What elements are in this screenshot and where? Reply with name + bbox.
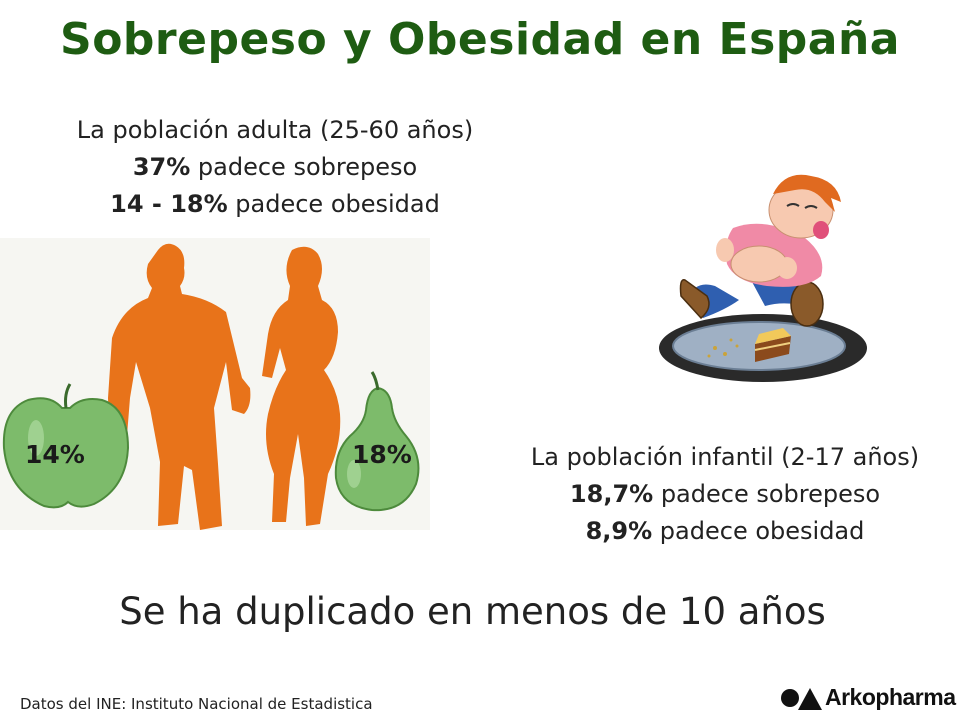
pear-shape bbox=[334, 371, 420, 512]
arkopharma-icon bbox=[781, 688, 822, 710]
adult-overweight-value: 37% bbox=[132, 153, 191, 181]
child-hand-left bbox=[716, 238, 734, 262]
apple-percent-label: 14% bbox=[25, 440, 85, 469]
child-overweight-value: 18,7% bbox=[569, 480, 654, 508]
adult-overweight: 37% padece sobrepeso bbox=[40, 149, 510, 186]
pear-percent-label: 18% bbox=[352, 440, 412, 469]
apple-shape bbox=[2, 383, 130, 509]
adult-overweight-text: padece sobrepeso bbox=[190, 153, 418, 181]
child-stats: La población infantil (2-17 años) 18,7% … bbox=[495, 439, 955, 550]
child-heading: La población infantil (2-17 años) bbox=[530, 443, 920, 471]
child-overweight-text: padece sobrepeso bbox=[653, 480, 881, 508]
child-obesity-value: 8,9% bbox=[585, 517, 653, 545]
brand-name: Arkopharma bbox=[825, 684, 956, 710]
cake-slice bbox=[754, 328, 791, 362]
child-overweight: 18,7% padece sobrepeso bbox=[495, 476, 955, 513]
page-title: Sobrepeso y Obesidad en España bbox=[60, 14, 900, 65]
woman-silhouette bbox=[262, 246, 341, 527]
child-shoe-right bbox=[790, 281, 824, 327]
child-obesity-text: padece obesidad bbox=[652, 517, 865, 545]
adult-stats: La población adulta (25-60 años) 37% pad… bbox=[40, 112, 510, 223]
child-hair bbox=[773, 174, 841, 212]
silhouettes-illustration bbox=[0, 238, 430, 530]
man-silhouette bbox=[108, 243, 251, 530]
child-eating-illustration bbox=[659, 174, 867, 382]
adult-obesity: 14 - 18% padece obesidad bbox=[40, 186, 510, 223]
child-shoe-left bbox=[679, 279, 710, 320]
adult-obesity-text: padece obesidad bbox=[227, 190, 440, 218]
adult-heading: La población adulta (25-60 años) bbox=[76, 116, 474, 144]
child-tongue bbox=[813, 221, 829, 239]
source-note: Datos del INE: Instituto Nacional de Est… bbox=[20, 695, 373, 713]
brand-logo: Arkopharma bbox=[780, 684, 956, 714]
summary-statement: Se ha duplicado en menos de 10 años bbox=[119, 590, 826, 633]
child-obesity: 8,9% padece obesidad bbox=[495, 513, 955, 550]
child-hand-right bbox=[777, 257, 797, 279]
adult-obesity-value: 14 - 18% bbox=[110, 190, 228, 218]
crumbs bbox=[707, 338, 739, 358]
